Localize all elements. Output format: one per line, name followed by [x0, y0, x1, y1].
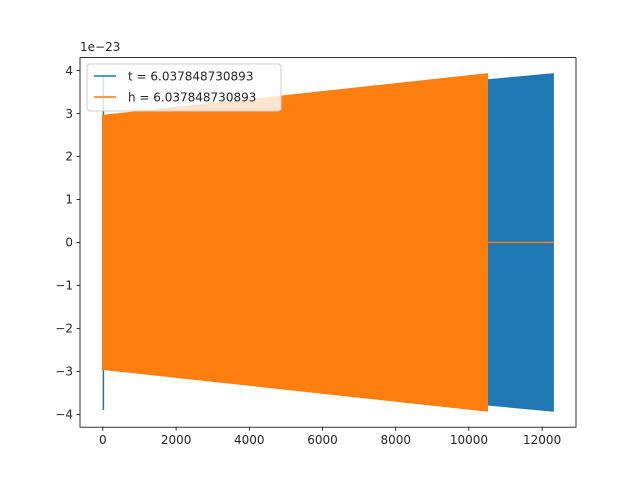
x-tick-label: 6000 — [307, 433, 338, 447]
y-tick-label: −3 — [55, 365, 73, 379]
y-tick-label: −4 — [55, 408, 73, 422]
series-h — [102, 73, 554, 412]
x-axis: 0 2000 4000 6000 8000 10000 12000 — [99, 427, 561, 447]
legend-box — [86, 63, 282, 112]
x-tick-label: 10000 — [450, 433, 488, 447]
plot-area — [102, 73, 554, 412]
y-tick-label: 2 — [65, 150, 73, 164]
x-tick-label: 12000 — [523, 433, 561, 447]
series-envelope — [102, 73, 488, 412]
legend: t = 6.037848730893 h = 6.037848730893 — [86, 63, 282, 112]
legend-label: t = 6.037848730893 — [128, 70, 253, 84]
x-tick-label: 8000 — [380, 433, 411, 447]
y-tick-label: 3 — [65, 107, 73, 121]
x-tick-label: 4000 — [234, 433, 265, 447]
x-tick-label: 0 — [99, 433, 107, 447]
y-tick-label: −2 — [55, 322, 73, 336]
y-tick-label: 4 — [65, 64, 73, 78]
y-axis: −4 −3 −2 −1 0 1 2 3 4 — [55, 64, 80, 422]
y-tick-label: 1 — [65, 193, 73, 207]
x-tick-label: 2000 — [161, 433, 192, 447]
y-tick-label: −1 — [55, 279, 73, 293]
y-offset-label: 1e−23 — [80, 40, 120, 54]
y-tick-label: 0 — [65, 236, 73, 250]
legend-label: h = 6.037848730893 — [128, 91, 256, 105]
